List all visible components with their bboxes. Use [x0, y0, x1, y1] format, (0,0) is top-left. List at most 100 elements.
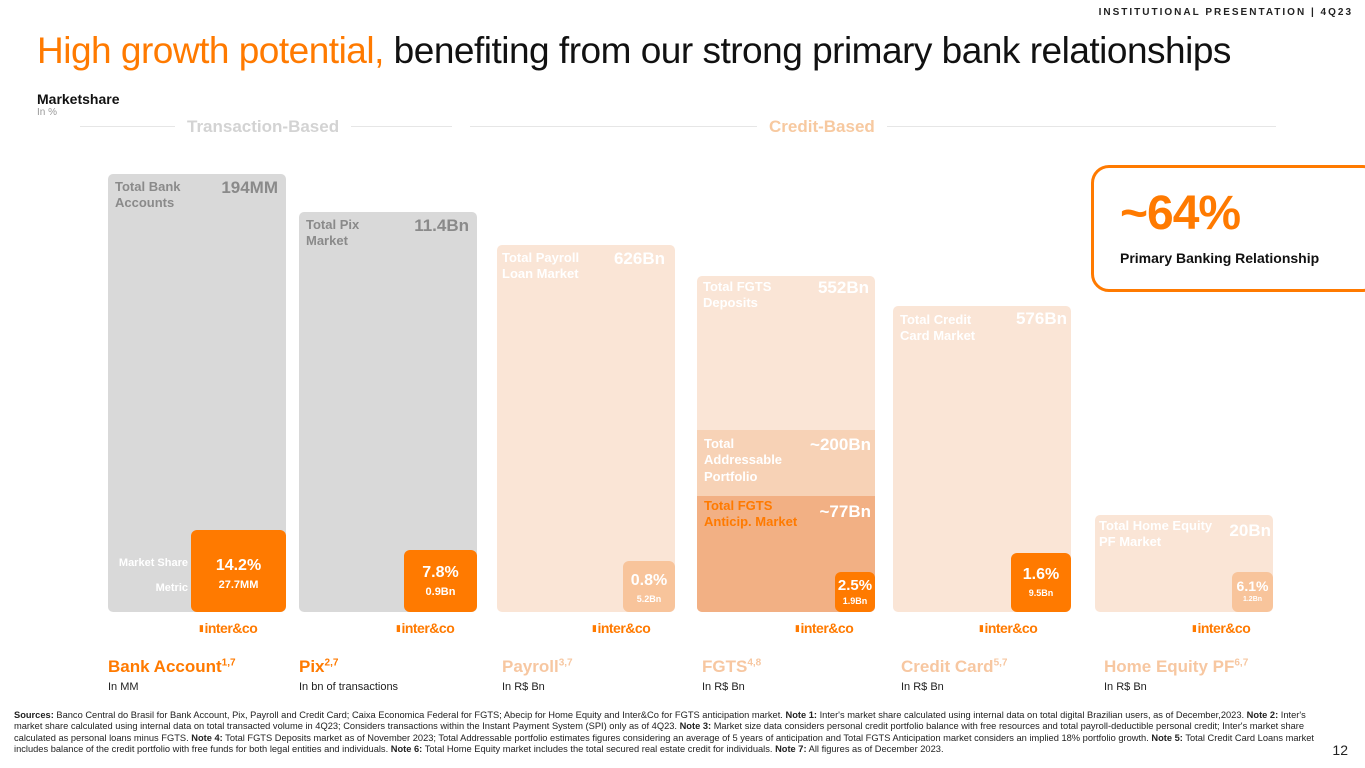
share-percentage: 0.8% [630, 572, 668, 589]
logo-text: inter&co [204, 620, 258, 636]
note-text: Inter's market share calculated using in… [817, 710, 1247, 720]
category-unit: In R$ Bn [1104, 681, 1147, 693]
share-percentage: 14.2% [215, 557, 262, 574]
section-credit-based: Credit-Based [757, 117, 887, 137]
callout-label: Primary Banking Relationship [1120, 250, 1320, 266]
share-box-pix: 7.8% 0.9Bn [404, 550, 477, 612]
bar-total-value: ~200Bn [810, 435, 871, 454]
bar-label: Total Addressable Portfolio [704, 436, 783, 484]
category-unit: In bn of transactions [299, 681, 399, 693]
category-notes: 6,7 [1234, 657, 1249, 669]
legend-metric: Metric [155, 582, 188, 594]
logo-text: inter&co [984, 620, 1038, 636]
note-text: Market size data considers personal cred… [14, 721, 1305, 743]
inter-logo: ▮inter&co [1192, 620, 1251, 636]
section-transaction-based: Transaction-Based [175, 117, 352, 137]
category-unit: In R$ Bn [702, 681, 745, 693]
chart-subtitle: Marketshare [37, 91, 120, 107]
inter-logo-mark-icon: ▮ [795, 623, 800, 633]
bar-label: Total Credit Card Market [900, 312, 976, 344]
inter-logo-mark-icon: ▮ [396, 623, 401, 633]
category-name: Bank Account [108, 657, 222, 676]
note-heading: Note 2: [1246, 710, 1279, 720]
sources-heading: Sources: [14, 710, 54, 720]
bar-total-value: 20Bn [1229, 521, 1271, 540]
inter-logo-mark-icon: ▮ [199, 623, 204, 633]
bar-total-value: 626Bn [613, 249, 665, 268]
bar-total-value: ~77Bn [819, 502, 872, 521]
note-text: Inter's market share calculated using in… [14, 710, 1306, 732]
bar-pix: Total Pix Market 11.4Bn [299, 212, 477, 612]
note-text: Total FGTS Deposits market as of Novembe… [222, 732, 1152, 743]
share-percentage: 7.8% [422, 564, 459, 581]
inter-logo: ▮inter&co [979, 620, 1038, 636]
bar-label: Total Pix Market [306, 217, 360, 249]
logo-text: inter&co [1197, 620, 1251, 636]
category-notes: 1,7 [221, 657, 236, 669]
share-box-fgts: 2.5% 1.9Bn [835, 572, 875, 612]
sources-text: Banco Central do Brasil for Bank Account… [53, 710, 786, 720]
presentation-tag: INSTITUTIONAL PRESENTATION | 4Q23 [1098, 7, 1353, 18]
bar-home-equity: Total Home Equity PF Market 20Bn [1095, 515, 1273, 612]
note-heading: Note 6: [390, 743, 423, 754]
inter-logo: ▮inter&co [795, 620, 854, 636]
title-highlight: High growth potential, [37, 30, 384, 71]
share-box-bank-account: 14.2% 27.7MM [191, 530, 286, 612]
sources-footnote: Sources: Banco Central do Brasil for Ban… [14, 710, 1314, 755]
category-name: Credit Card [901, 657, 994, 676]
share-percentage: 2.5% [837, 577, 873, 594]
share-percentage: 6.1% [1236, 578, 1269, 594]
category-home-equity: Home Equity PF6,7 [1104, 657, 1248, 677]
bar-label: Total FGTS Anticip. Market [704, 498, 798, 530]
share-metric: 9.5Bn [1028, 588, 1054, 598]
category-bank-account: Bank Account1,7 [108, 657, 236, 677]
note-heading: Note 7: [775, 743, 807, 754]
category-notes: 2,7 [324, 657, 339, 669]
callout-value: ~64% [1120, 187, 1241, 240]
inter-logo: ▮inter&co [592, 620, 651, 636]
category-pix: Pix2,7 [299, 657, 338, 677]
share-box-payroll: 0.8% 5.2Bn [623, 561, 675, 612]
inter-logo: ▮inter&co [396, 620, 455, 636]
note-heading: Note 5: [1151, 732, 1183, 743]
inter-logo-mark-icon: ▮ [979, 623, 984, 633]
note-heading: Note 1: [785, 710, 817, 720]
category-unit: In MM [108, 681, 139, 693]
category-name: FGTS [702, 657, 748, 676]
primary-banking-callout: ~64% Primary Banking Relationship [1091, 165, 1365, 292]
category-payroll: Payroll3,7 [502, 657, 573, 677]
note-heading: Note 4: [191, 732, 223, 743]
share-metric: 0.9Bn [425, 586, 456, 598]
chart-unit: In % [37, 107, 58, 118]
category-name: Pix [299, 657, 325, 676]
inter-logo-mark-icon: ▮ [1192, 623, 1197, 633]
page-number: 12 [1332, 742, 1348, 758]
bar-total-value: 194MM [221, 178, 278, 197]
bar-total-value: 576Bn [1015, 309, 1067, 328]
share-box-home-equity: 6.1% 1.2Bn [1232, 572, 1273, 612]
share-metric: 1.2Bn [1242, 596, 1263, 603]
bar-total-value: 11.4Bn [414, 216, 469, 235]
legend-market-share: Market Share [118, 557, 188, 569]
logo-text: inter&co [800, 620, 854, 636]
category-notes: 3,7 [558, 657, 573, 669]
category-name: Payroll [502, 657, 559, 676]
note-text: Total Home Equity market includes the to… [422, 743, 776, 754]
share-box-credit-card: 1.6% 9.5Bn [1011, 553, 1071, 612]
logo-text: inter&co [597, 620, 651, 636]
bar-label: Total Bank Accounts [115, 179, 181, 211]
bar-payroll: Total Payroll Loan Market 626Bn [497, 245, 675, 612]
title-rest: benefiting from our strong primary bank … [383, 30, 1232, 71]
note-text: Total Credit Card Loans market includes … [14, 732, 1314, 754]
category-fgts: FGTS4,8 [702, 657, 761, 677]
note-text: All figures as of December 2023. [806, 743, 944, 754]
category-unit: In R$ Bn [901, 681, 944, 693]
category-unit: In R$ Bn [502, 681, 545, 693]
inter-logo-mark-icon: ▮ [592, 623, 597, 633]
category-name: Home Equity PF [1104, 657, 1235, 676]
category-credit-card: Credit Card5,7 [901, 657, 1007, 677]
note-heading: Note 3: [679, 721, 712, 732]
bar-label: Total Home Equity PF Market [1099, 518, 1213, 550]
share-metric: 1.9Bn [842, 596, 868, 606]
logo-text: inter&co [401, 620, 455, 636]
